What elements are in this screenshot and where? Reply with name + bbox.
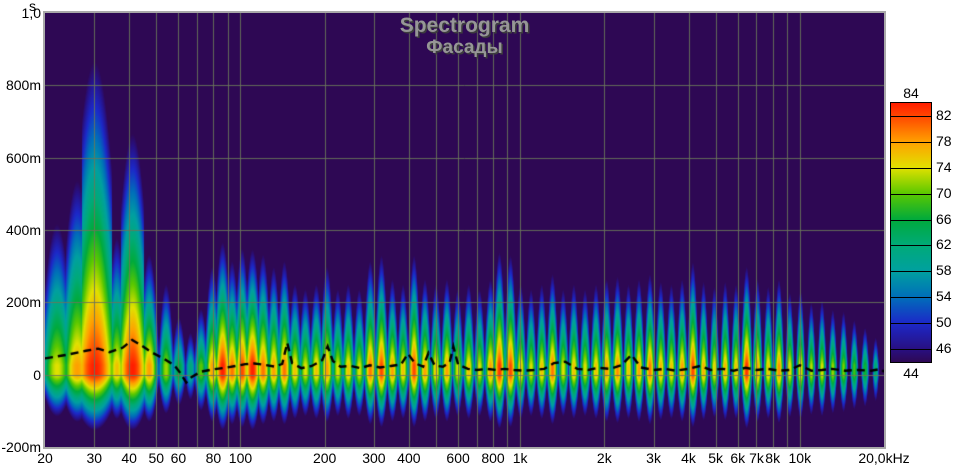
y-tick--200m: -200m — [1, 439, 41, 455]
legend-tick-label-58: 58 — [936, 262, 952, 279]
x-tick-20: 20 — [37, 450, 53, 466]
x-tick-6k: 6k — [730, 450, 746, 466]
legend-min-label: 44 — [903, 365, 919, 381]
legend-tick-label-70: 70 — [936, 184, 952, 201]
legend-tick-line-74 — [891, 167, 931, 169]
x-tick-800: 800 — [481, 450, 505, 466]
x-tick-300: 300 — [362, 450, 386, 466]
x-tick-10k: 10k — [788, 450, 812, 466]
legend-tick-line-62 — [891, 245, 931, 247]
x-tick-20,0kHz: 20,0kHz — [858, 450, 910, 466]
x-tick-30: 30 — [86, 450, 103, 466]
legend-tick-label-66: 66 — [936, 210, 952, 227]
legend-tick-line-50 — [891, 323, 931, 325]
x-tick-40: 40 — [121, 450, 137, 466]
x-tick-80: 80 — [205, 450, 222, 466]
legend-max-label: 84 — [903, 85, 919, 101]
legend-tick-line-66 — [891, 219, 931, 221]
legend-tick-line-78 — [891, 141, 931, 143]
y-tick-800m: 800m — [5, 77, 41, 94]
spectrogram-heatmap-canvas[interactable] — [45, 13, 884, 447]
y-tick-1,0: 1,0 — [21, 5, 41, 21]
x-tick-200: 200 — [312, 450, 337, 466]
y-tick-200m: 200m — [5, 294, 41, 311]
x-tick-50: 50 — [148, 450, 165, 466]
x-tick-7k: 7k — [749, 450, 764, 466]
x-tick-100: 100 — [228, 450, 253, 466]
x-tick-2k: 2k — [596, 450, 612, 466]
legend-tick-label-54: 54 — [936, 288, 952, 305]
legend-tick-label-82: 82 — [936, 106, 952, 123]
y-axis-unit-label: s — [29, 0, 36, 14]
x-tick-1k: 1k — [512, 450, 528, 466]
legend-tick-line-58 — [891, 271, 931, 273]
x-tick-5k: 5k — [708, 450, 724, 466]
legend-tick-label-50: 50 — [936, 314, 952, 331]
legend-tick-line-46 — [891, 349, 931, 351]
x-tick-3k: 3k — [646, 450, 661, 466]
color-scale-legend: 84 44 82 78 74 70 66 62 58 54 50 46 — [888, 85, 966, 395]
legend-tick-label-46: 46 — [936, 340, 952, 357]
x-tick-60: 60 — [170, 450, 187, 466]
x-tick-400: 400 — [397, 450, 421, 466]
y-tick-0: 0 — [33, 366, 41, 383]
legend-tick-label-74: 74 — [936, 158, 952, 175]
x-tick-600: 600 — [446, 450, 470, 466]
legend-tick-line-70 — [891, 193, 931, 195]
legend-tick-line-54 — [891, 297, 931, 299]
legend-tick-label-62: 62 — [936, 236, 952, 253]
legend-tick-label-78: 78 — [936, 132, 952, 149]
x-tick-4k: 4k — [681, 450, 696, 466]
y-tick-600m: 600m — [5, 149, 41, 166]
legend-color-bar — [890, 102, 932, 363]
x-tick-8k: 8k — [765, 450, 781, 466]
y-tick-400m: 400m — [5, 222, 41, 238]
legend-tick-line-82 — [891, 115, 931, 117]
plot-area — [43, 11, 886, 449]
